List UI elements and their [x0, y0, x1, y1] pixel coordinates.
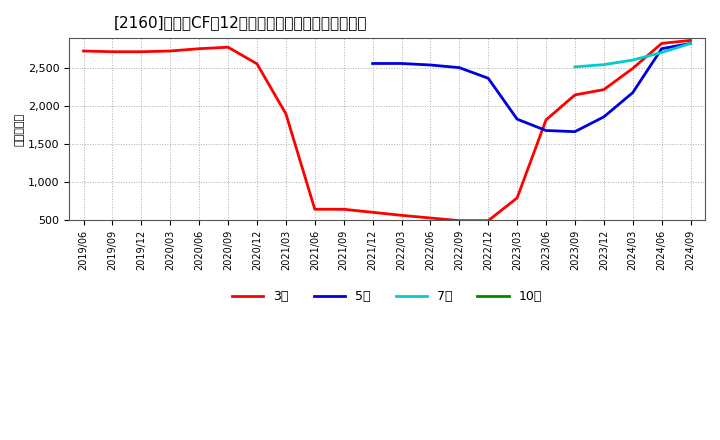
3年: [686, 38, 695, 43]
Legend: 3年, 5年, 7年, 10年: 3年, 5年, 7年, 10年: [228, 285, 547, 308]
3年: [108, 49, 117, 55]
3年: [541, 117, 550, 123]
3年: [253, 61, 261, 66]
3年: [224, 44, 233, 50]
3年: [513, 195, 521, 201]
3年: [339, 207, 348, 212]
5年: [541, 128, 550, 133]
3年: [79, 48, 88, 54]
5年: [426, 62, 435, 68]
3年: [369, 210, 377, 215]
3年: [455, 218, 464, 223]
5年: [397, 61, 406, 66]
5年: [657, 46, 666, 51]
5年: [600, 114, 608, 120]
5年: [629, 90, 637, 95]
3年: [629, 66, 637, 71]
7年: [600, 62, 608, 67]
7年: [686, 41, 695, 46]
3年: [137, 49, 145, 55]
3年: [166, 48, 175, 54]
3年: [195, 46, 204, 51]
5年: [686, 41, 695, 46]
3年: [310, 207, 319, 212]
3年: [397, 213, 406, 218]
5年: [455, 65, 464, 70]
3年: [426, 215, 435, 220]
5年: [369, 61, 377, 66]
3年: [282, 111, 290, 117]
5年: [513, 117, 521, 122]
3年: [571, 92, 580, 98]
5年: [484, 76, 492, 81]
Text: [2160]　投資CFの12か月移動合計の標準偏差の推移: [2160] 投資CFの12か月移動合計の標準偏差の推移: [114, 15, 367, 30]
7年: [657, 50, 666, 55]
Y-axis label: （百万円）: （百万円）: [15, 113, 25, 146]
5年: [571, 129, 580, 134]
3年: [657, 41, 666, 46]
Line: 3年: 3年: [84, 40, 690, 220]
7年: [629, 58, 637, 63]
7年: [571, 64, 580, 70]
3年: [484, 218, 492, 223]
3年: [600, 87, 608, 92]
Line: 7年: 7年: [575, 44, 690, 67]
Line: 5年: 5年: [373, 44, 690, 132]
